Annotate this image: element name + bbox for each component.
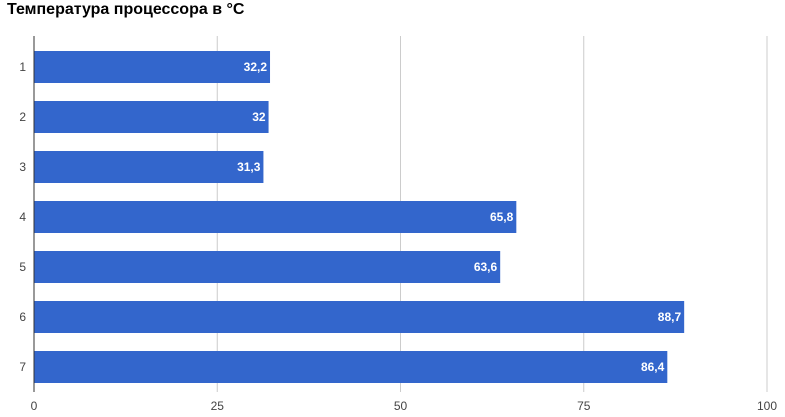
bar [34, 151, 264, 183]
bar [34, 251, 501, 283]
bar-value-label: 31,3 [237, 160, 261, 174]
y-tick-label: 2 [19, 110, 26, 124]
bar [34, 101, 269, 133]
y-tick-label: 3 [19, 160, 26, 174]
y-tick-label: 7 [19, 360, 26, 374]
bars: 32,2 32 31,3 65,8 63,6 88,7 86,4 [34, 51, 685, 383]
bar [34, 351, 668, 383]
y-tick-label: 4 [19, 210, 26, 224]
x-tick-label: 25 [211, 399, 225, 413]
bar [34, 51, 271, 83]
chart-title: Температура процессора в °C [7, 1, 245, 18]
y-tick-label: 5 [19, 260, 26, 274]
y-tick-label: 1 [19, 60, 26, 74]
x-tick-label: 75 [577, 399, 591, 413]
y-axis: 1 2 3 4 5 6 7 [19, 36, 35, 392]
bar-value-label: 65,8 [490, 210, 514, 224]
bar-value-label: 88,7 [658, 310, 682, 324]
x-axis-ticks: 0 25 50 75 100 [31, 399, 778, 413]
x-tick-label: 50 [394, 399, 408, 413]
y-tick-label: 6 [19, 310, 26, 324]
bar [34, 301, 685, 333]
x-tick-label: 0 [31, 399, 38, 413]
x-tick-label: 100 [757, 399, 777, 413]
bar [34, 201, 517, 233]
bar-value-label: 86,4 [641, 360, 665, 374]
bar-value-label: 32,2 [244, 60, 268, 74]
bar-value-label: 32 [252, 110, 266, 124]
bar-value-label: 63,6 [474, 260, 498, 274]
